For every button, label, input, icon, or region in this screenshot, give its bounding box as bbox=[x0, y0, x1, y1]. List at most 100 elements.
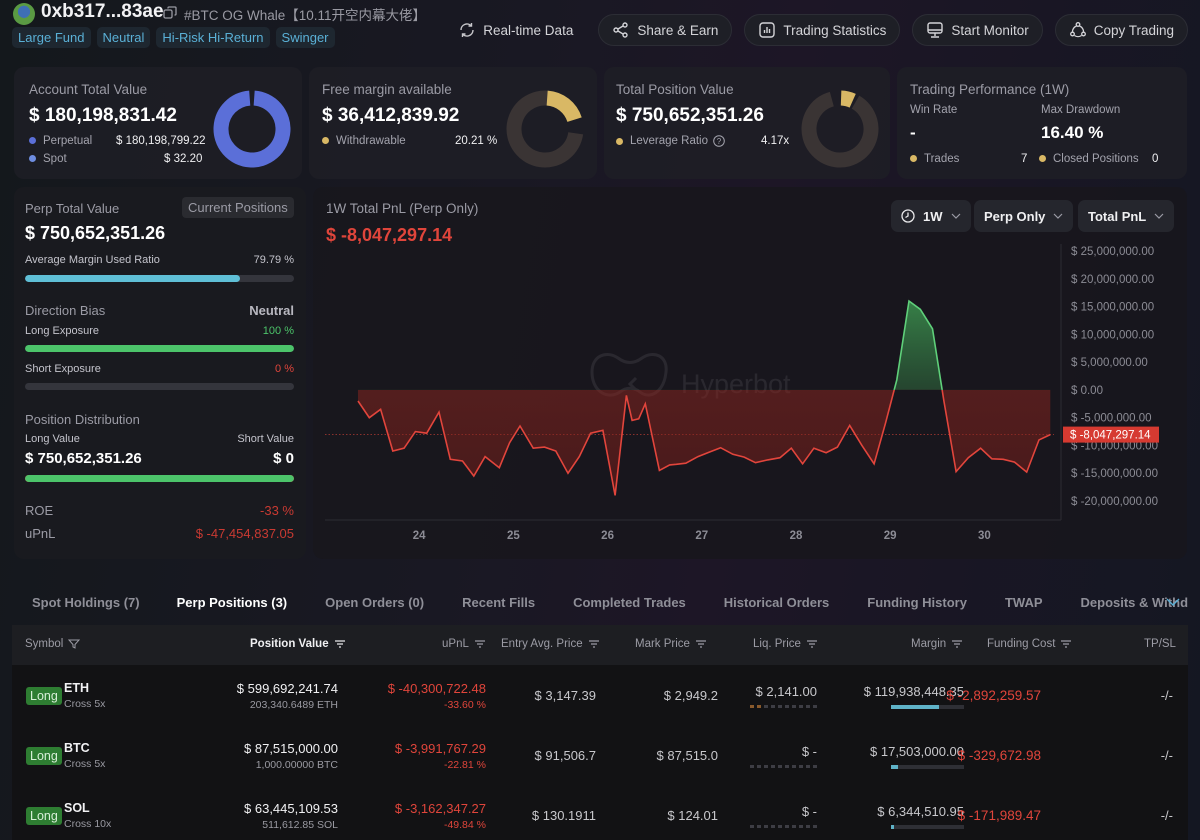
y-tick-label: $ 0.00 bbox=[1071, 385, 1103, 397]
current-positions-button[interactable]: Current Positions bbox=[182, 197, 294, 218]
long-distribution-fill bbox=[25, 475, 294, 482]
col-liq-price[interactable]: Liq. Price bbox=[753, 638, 818, 650]
tab-recent-fills[interactable]: Recent Fills bbox=[462, 594, 536, 610]
table-row[interactable]: Long BTC Cross 5x $ 87,515,000.00 1,000.0000… bbox=[12, 725, 1188, 785]
start-monitor-button[interactable]: Start Monitor bbox=[912, 14, 1043, 46]
long-exposure-value: 100 % bbox=[262, 325, 294, 337]
win-rate-value: - bbox=[910, 123, 916, 142]
tpsl-value[interactable]: -/- bbox=[1160, 688, 1173, 703]
mark-price: $ 87,515.0 bbox=[656, 748, 718, 763]
margin-mode: Cross 5x bbox=[64, 758, 106, 770]
copy-icon[interactable] bbox=[163, 6, 177, 20]
position-value: $ 63,445,109.53 bbox=[244, 801, 338, 816]
scope-dropdown[interactable]: Perp Only bbox=[974, 200, 1074, 232]
x-tick-label: 28 bbox=[790, 530, 803, 542]
card-title: Account Total Value bbox=[29, 82, 148, 97]
start-monitor-label: Start Monitor bbox=[951, 22, 1029, 38]
symbol[interactable]: SOL bbox=[64, 801, 90, 815]
symbol[interactable]: BTC bbox=[64, 741, 90, 755]
upnl-percent: -33.60 % bbox=[443, 699, 486, 711]
sort-icon bbox=[806, 640, 817, 648]
pnl-title: 1W Total PnL (Perp Only) bbox=[326, 201, 479, 216]
col-margin[interactable]: Margin bbox=[911, 638, 963, 650]
perpetual-value: $ 180,198,799.22 bbox=[116, 135, 206, 147]
pnl-total-value: $ -8,047,297.14 bbox=[326, 225, 453, 245]
tab-spot-holdings[interactable]: Spot Holdings (7) bbox=[32, 594, 140, 610]
trading-performance-card: Trading Performance (1W) Win Rate - Max … bbox=[897, 67, 1187, 179]
col-position-value[interactable]: Position Value bbox=[250, 638, 346, 650]
tab-historical-orders[interactable]: Historical Orders bbox=[723, 594, 830, 610]
symbol[interactable]: ETH bbox=[64, 681, 89, 695]
tabs-expand-chevron-icon[interactable] bbox=[1166, 598, 1180, 607]
filter-icon bbox=[68, 639, 81, 649]
short-exposure-bar bbox=[25, 383, 294, 390]
roe-label: ROE bbox=[25, 503, 54, 518]
funding-cost: $ -329,672.98 bbox=[957, 748, 1041, 763]
short-value-amount: $ 0 bbox=[273, 450, 294, 467]
x-tick-label: 25 bbox=[507, 530, 520, 542]
share-earn-label: Share & Earn bbox=[637, 22, 719, 38]
svg-text:?: ? bbox=[717, 137, 722, 146]
liq-risk-indicator bbox=[750, 765, 817, 768]
col-symbol[interactable]: Symbol bbox=[25, 638, 81, 650]
tab-completed-trades[interactable]: Completed Trades bbox=[573, 594, 686, 610]
col-upnl[interactable]: uPnL bbox=[442, 638, 486, 650]
copy-trading-button[interactable]: Copy Trading bbox=[1054, 14, 1188, 46]
help-icon[interactable]: ? bbox=[713, 135, 725, 147]
upnl-value: $ -3,162,347.27 bbox=[394, 801, 486, 816]
position-size: 1,000.00000 BTC bbox=[255, 759, 338, 771]
position-value: $ 599,692,241.74 bbox=[236, 681, 338, 696]
table-row[interactable]: Long SOL Cross 10x $ 63,445,109.53 511,612.8… bbox=[12, 785, 1188, 840]
realtime-data-button[interactable]: Real-time Data bbox=[445, 14, 586, 46]
positions-tabs: Spot Holdings (7) Perp Positions (3) Ope… bbox=[12, 590, 1188, 614]
position-distribution-bar bbox=[25, 475, 294, 482]
free-margin-value: $ 36,412,839.92 bbox=[322, 105, 460, 126]
clock-icon bbox=[901, 209, 915, 223]
tpsl-value[interactable]: -/- bbox=[1160, 748, 1173, 763]
margin-value: $ 6,344,510.95 bbox=[877, 804, 964, 819]
y-tick-label: $ -20,000,000.00 bbox=[1071, 496, 1158, 508]
table-row[interactable]: Long ETH Cross 5x $ 599,692,241.74 203,340.6… bbox=[12, 665, 1188, 725]
account-total-card: Account Total Value $ 180,198,831.42 Per… bbox=[14, 67, 302, 179]
y-tick-label: $ -5,000,000.00 bbox=[1071, 413, 1152, 425]
tab-funding-history[interactable]: Funding History bbox=[867, 594, 967, 610]
y-tick-label: $ 15,000,000.00 bbox=[1071, 302, 1154, 314]
win-rate-label: Win Rate bbox=[910, 104, 958, 116]
col-tpsl: TP/SL bbox=[1144, 638, 1176, 650]
trading-statistics-button[interactable]: Trading Statistics bbox=[744, 14, 901, 46]
tab-deposits-withdraws[interactable]: Deposits & Withdraw bbox=[1080, 594, 1188, 610]
tab-twap[interactable]: TWAP bbox=[1004, 594, 1043, 610]
tag: Swinger bbox=[275, 27, 335, 48]
refresh-icon bbox=[460, 23, 474, 37]
margin-ratio-bar bbox=[891, 825, 964, 829]
wallet-tags: Large Fund Neutral Hi-Risk Hi-Return Swi… bbox=[12, 27, 335, 48]
tpsl-value[interactable]: -/- bbox=[1160, 808, 1173, 823]
tab-open-orders[interactable]: Open Orders (0) bbox=[325, 594, 425, 610]
share-earn-button[interactable]: Share & Earn bbox=[598, 14, 733, 46]
perp-total-title: Perp Total Value bbox=[25, 201, 120, 216]
short-value-label: Short Value bbox=[237, 433, 294, 445]
upnl-label: uPnL bbox=[25, 526, 56, 541]
sort-icon bbox=[588, 640, 599, 648]
tag: Large Fund bbox=[12, 27, 91, 48]
closed-positions-label: Closed Positions bbox=[1039, 153, 1139, 165]
negative-area bbox=[357, 389, 1051, 496]
period-dropdown[interactable]: 1W bbox=[891, 200, 971, 232]
margin-value: $ 119,938,448.35 bbox=[863, 684, 964, 699]
col-mark-price[interactable]: Mark Price bbox=[635, 638, 707, 650]
funding-cost: $ -2,892,259.57 bbox=[946, 688, 1041, 703]
y-axis-ticks: $ 25,000,000.00 $ 20,000,000.00 $ 15,000,0… bbox=[1071, 246, 1158, 508]
roe-value: -33 % bbox=[260, 503, 294, 518]
margin-ratio-fill bbox=[25, 275, 240, 282]
margin-mode: Cross 10x bbox=[64, 818, 112, 830]
total-position-card: Total Position Value $ 750,652,351.26 Le… bbox=[604, 67, 890, 179]
col-funding-cost[interactable]: Funding Cost bbox=[987, 638, 1072, 650]
col-entry-price[interactable]: Entry Avg. Price bbox=[501, 638, 600, 650]
sort-icon bbox=[334, 640, 345, 648]
y-tick-label: $ 25,000,000.00 bbox=[1071, 246, 1154, 258]
tab-perp-positions[interactable]: Perp Positions (3) bbox=[176, 594, 288, 610]
tag: Neutral bbox=[96, 27, 151, 48]
metric-dropdown[interactable]: Total PnL bbox=[1078, 200, 1175, 232]
y-tick-label: $ -10,000,000.00 bbox=[1071, 440, 1158, 452]
y-tick-label: $ 20,000,000.00 bbox=[1071, 274, 1154, 286]
